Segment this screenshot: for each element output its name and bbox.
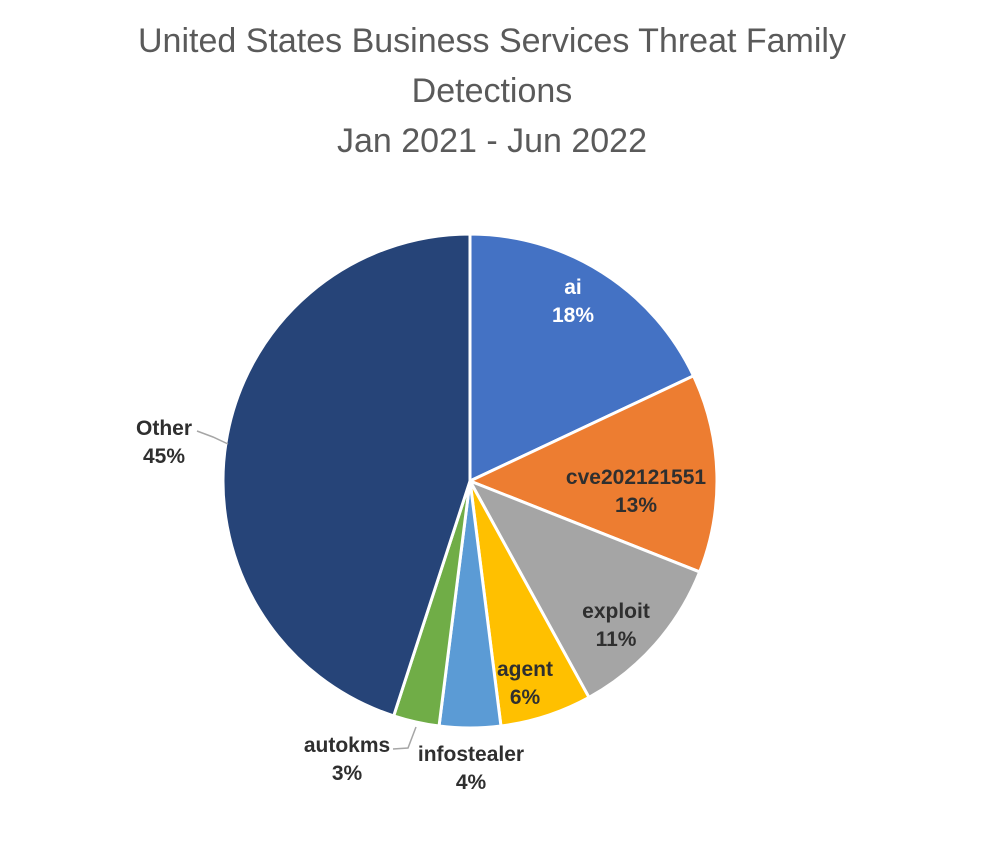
data-label-agent-name: agent (496, 658, 554, 681)
data-label-autokms: autokms 3% (304, 732, 390, 788)
data-label-infostealer-percent: 4% (455, 771, 487, 794)
data-label-autokms-percent: 3% (331, 762, 363, 785)
data-label-other-name: Other (135, 417, 193, 440)
pie-slice-cve202121551 (468, 374, 719, 574)
data-label-infostealer-name: infostealer (417, 743, 525, 766)
chart-title-line-2: Detections (411, 72, 573, 110)
data-label-autokms-name: autokms (303, 734, 391, 757)
data-label-agent: agent 6% (497, 656, 553, 712)
data-label-cve202121551-percent: 13% (614, 494, 658, 517)
pie-slice-ai (468, 232, 695, 483)
data-label-other-percent: 45% (142, 445, 186, 468)
data-label-exploit: exploit 11% (582, 598, 650, 654)
leader-line-autokms (392, 726, 417, 750)
data-label-cve202121551-name: cve202121551 (565, 466, 707, 489)
data-label-ai-percent: 18% (551, 304, 595, 327)
data-label-exploit-percent: 11% (595, 628, 637, 651)
data-label-ai: ai 18% (552, 274, 594, 330)
data-label-exploit-name: exploit (582, 600, 650, 623)
chart-title: United States Business Services Threat F… (0, 16, 984, 166)
chart-title-line-3: Jan 2021 - Jun 2022 (336, 122, 648, 160)
data-label-cve202121551: cve202121551 13% (566, 464, 706, 520)
pie-slice-exploit (468, 479, 702, 699)
leader-line-other (196, 430, 229, 445)
data-label-ai-name: ai (564, 276, 582, 299)
data-label-agent-percent: 6% (509, 686, 541, 709)
chart-title-line-1: United States Business Services Threat F… (138, 22, 846, 60)
data-label-infostealer: infostealer 4% (418, 741, 524, 797)
data-label-other: Other 45% (136, 415, 192, 471)
